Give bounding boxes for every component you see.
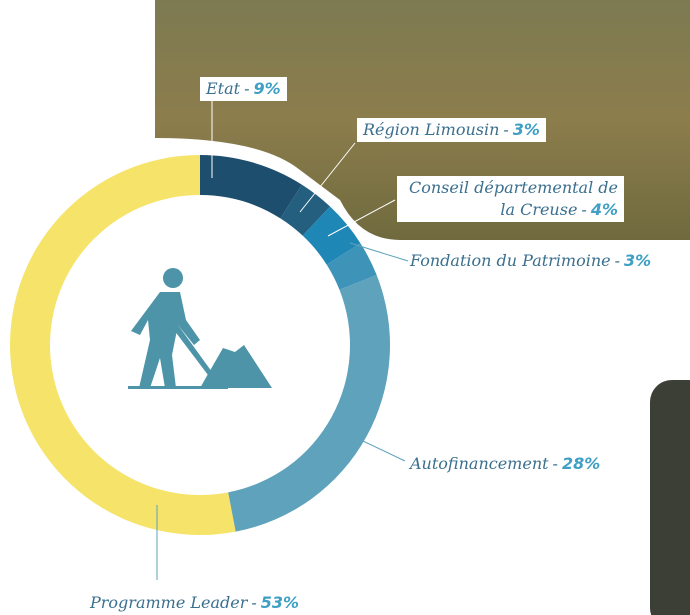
leader-lines [156, 100, 409, 580]
leader-line [339, 429, 406, 462]
separator: - [251, 593, 257, 612]
value-label: 53% [260, 593, 300, 612]
category-name: Autofinancement [410, 454, 549, 473]
donut-segment [10, 155, 236, 535]
category-name: Programme Leader [90, 593, 248, 612]
donut-segment [200, 155, 302, 219]
category-name: Conseil départemental de la Creuse [408, 178, 618, 219]
separator: - [581, 200, 587, 219]
value-label: 3% [624, 251, 652, 270]
category-name: Fondation du Patrimoine [410, 251, 611, 270]
leader-line [299, 142, 356, 213]
leader-line [327, 199, 396, 237]
photo-forest [650, 380, 690, 615]
value-label: 28% [561, 454, 601, 473]
donut-segment [228, 275, 391, 532]
segment-label: Autofinancement -28% [410, 453, 600, 475]
segment-label: Etat -9% [200, 77, 287, 101]
separator: - [503, 120, 509, 139]
donut-segment [326, 243, 377, 290]
donut-segment [302, 206, 361, 265]
worker-icon [128, 268, 272, 389]
donut-segment [280, 184, 331, 236]
segment-label: Fondation du Patrimoine -3% [410, 250, 651, 272]
category-name: Région Limousin [363, 120, 500, 139]
separator: - [244, 79, 250, 98]
value-label: 3% [512, 120, 540, 139]
leader-line [349, 242, 409, 262]
category-name: Etat [206, 79, 241, 98]
donut [10, 155, 391, 535]
segment-label: Programme Leader -53% [90, 592, 299, 614]
value-label: 4% [590, 200, 618, 219]
segment-label: Région Limousin -3% [357, 118, 546, 142]
separator: - [552, 454, 558, 473]
separator: - [614, 251, 621, 270]
segment-label: Conseil départemental de la Creuse -4% [397, 176, 624, 222]
value-label: 9% [253, 79, 281, 98]
